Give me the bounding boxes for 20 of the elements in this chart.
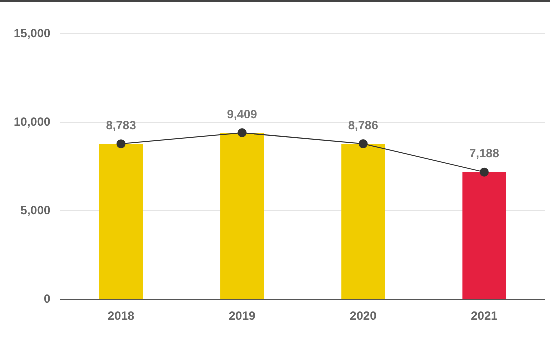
x-tick-label: 2019 — [228, 309, 256, 324]
point — [480, 168, 489, 177]
x-tick-label: 2021 — [471, 309, 498, 324]
data-label: 8,786 — [348, 118, 379, 132]
y-tick-label: 5,000 — [20, 203, 52, 218]
y-tick-label: 0 — [44, 292, 52, 306]
bar — [462, 172, 506, 300]
data-label: 9,409 — [227, 107, 258, 122]
x-tick-label: 2018 — [108, 309, 135, 324]
data-label: 8,783 — [106, 118, 137, 132]
bar — [342, 144, 386, 300]
point — [238, 128, 247, 138]
point — [358, 140, 368, 149]
bar — [220, 133, 264, 300]
x-tick-label: 2020 — [350, 309, 378, 324]
point — [116, 140, 126, 149]
y-tick-label: 10,000 — [14, 114, 52, 129]
y-tick-label: 15,000 — [14, 26, 52, 40]
bar — [99, 144, 144, 300]
data-label: 7,188 — [469, 146, 500, 161]
